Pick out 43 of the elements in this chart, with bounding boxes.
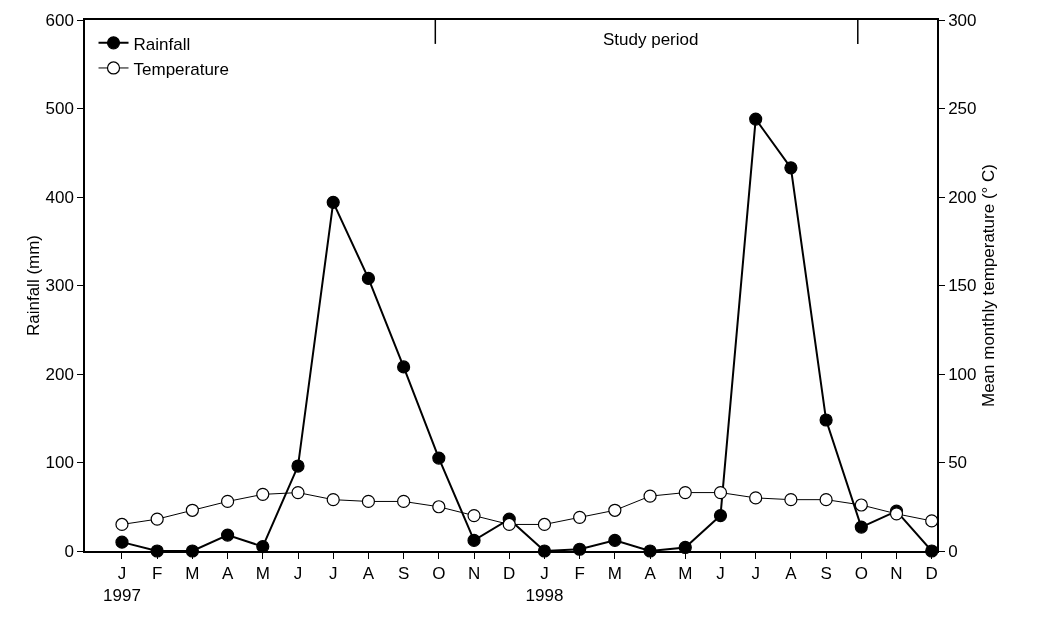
y-tick-label: 100	[45, 453, 74, 473]
x-tick-label: A	[644, 564, 657, 584]
legend-label: Temperature	[133, 59, 229, 79]
y2-tick-label: 150	[948, 276, 977, 296]
y-tick-label: 600	[45, 10, 74, 30]
x-tick-label: D	[503, 564, 516, 584]
y2-axis-title: Mean monthly temperature (° C)	[978, 164, 998, 407]
x-tick-label: S	[397, 564, 410, 584]
y-tick-label: 0	[64, 541, 74, 561]
y-axis-title: Rainfall (mm)	[24, 234, 44, 337]
x-tick-label: J	[328, 564, 338, 584]
legend-label: Rainfall	[133, 34, 191, 54]
x-tick-label: N	[467, 564, 481, 584]
x-tick-label: J 1997	[103, 564, 141, 606]
x-tick-label: A	[221, 564, 234, 584]
x-tick-label: M	[678, 564, 693, 584]
x-tick-label: J	[716, 564, 725, 584]
y2-tick-label: 200	[948, 187, 977, 207]
x-tick-label: O	[854, 564, 868, 584]
x-tick-label: M	[185, 564, 200, 584]
x-tick-label: D	[925, 564, 938, 584]
y-tick-label: 500	[45, 99, 74, 119]
y-tick-label: 200	[45, 364, 74, 384]
y2-tick-label: 250	[948, 99, 977, 119]
x-tick-label: F	[574, 564, 585, 584]
y2-tick-label: 300	[948, 10, 977, 30]
y-tick-label: 300	[45, 276, 74, 296]
x-tick-label: J 1998	[525, 564, 564, 606]
x-tick-label: O	[432, 564, 446, 584]
x-tick-label: A	[362, 564, 375, 584]
x-tick-label: M	[255, 564, 270, 584]
x-tick-label: N	[890, 564, 903, 584]
x-tick-label: J	[293, 564, 303, 584]
y2-tick-label: 100	[948, 364, 977, 384]
y-tick-label: 400	[45, 187, 74, 207]
x-tick-label: J	[751, 564, 760, 584]
y2-tick-label: 0	[948, 541, 958, 561]
x-tick-label: M	[607, 564, 622, 584]
x-tick-label: A	[785, 564, 798, 584]
annotation: Study period	[603, 30, 699, 49]
x-tick-label: F	[151, 564, 163, 584]
y2-tick-label: 50	[948, 453, 968, 473]
x-tick-label: S	[820, 564, 832, 584]
